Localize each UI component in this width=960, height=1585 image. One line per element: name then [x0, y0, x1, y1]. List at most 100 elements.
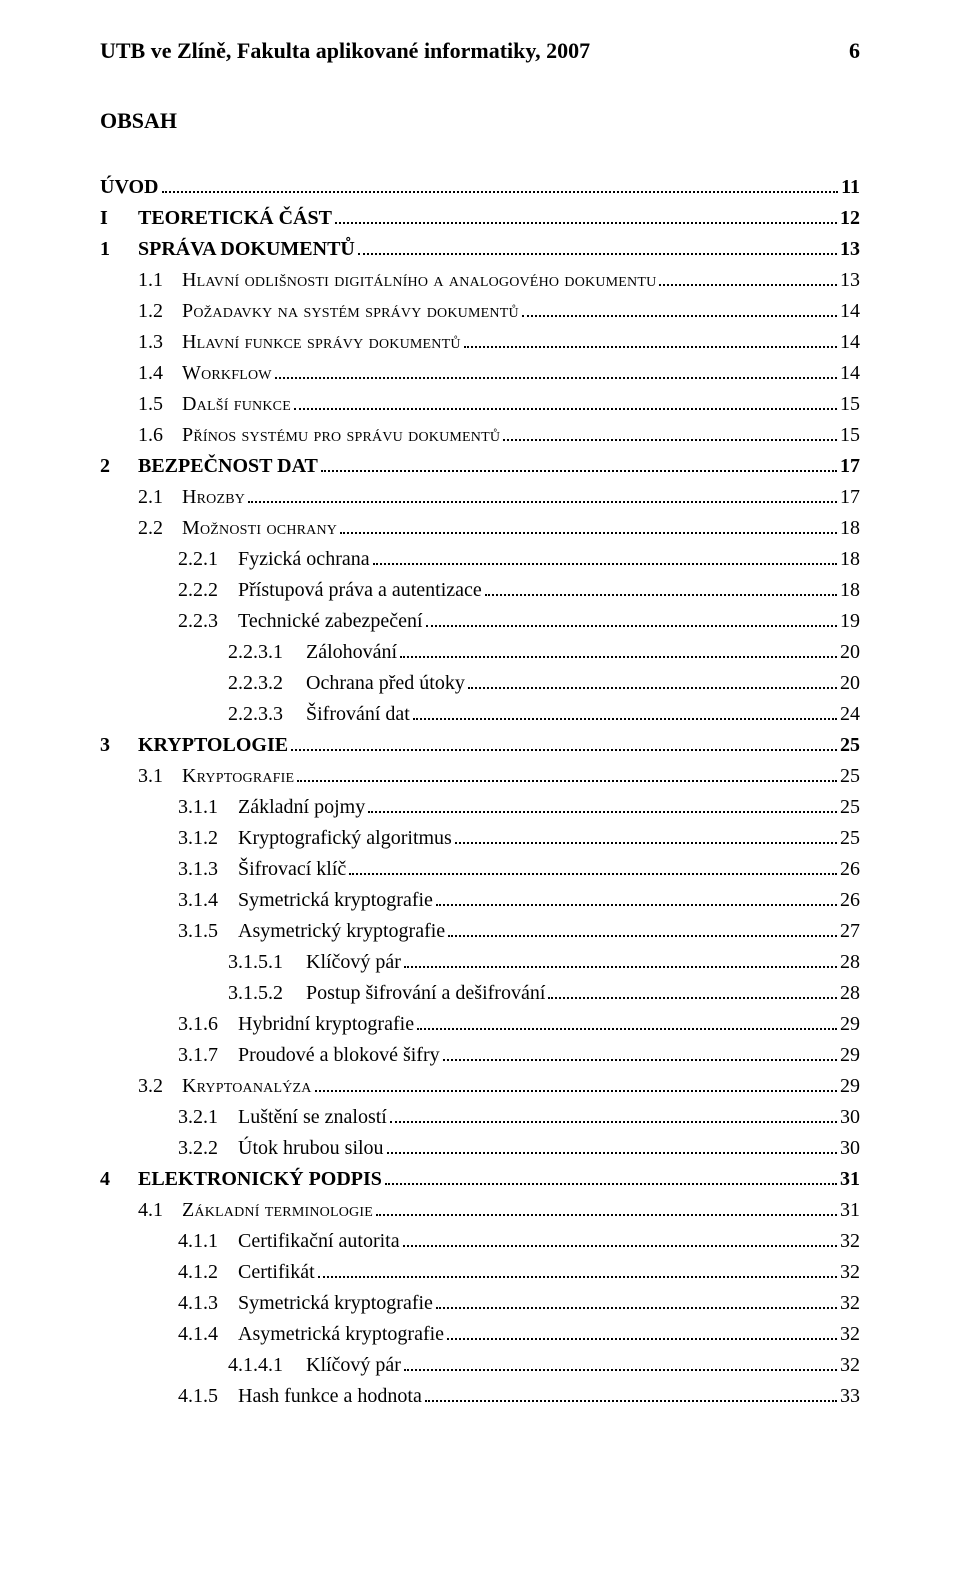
toc-entry-page: 15 — [840, 420, 860, 451]
toc-entry-title: Hrozby — [182, 482, 245, 513]
toc-entry-title: SPRÁVA DOKUMENTŮ — [138, 234, 355, 265]
toc-entry-page: 33 — [840, 1381, 860, 1412]
toc-entry: 1SPRÁVA DOKUMENTŮ13 — [100, 234, 860, 265]
toc-entry-page: 13 — [840, 265, 860, 296]
toc-entry-number: 2.2.2 — [178, 575, 238, 606]
toc-leader-dots — [349, 857, 837, 875]
toc-leader-dots — [162, 175, 839, 193]
toc-entry-title: Kryptografie — [182, 761, 294, 792]
toc-entry: 2.2.3Technické zabezpečení19 — [100, 606, 860, 637]
toc-entry-page: 30 — [840, 1102, 860, 1133]
toc-entry-page: 32 — [840, 1319, 860, 1350]
toc-entry-page: 12 — [840, 203, 860, 234]
toc-entry-number: 3.1.6 — [178, 1009, 238, 1040]
toc-entry-number: 4.1.1 — [178, 1226, 238, 1257]
toc-entry: 1.6Přínos systému pro správu dokumentů15 — [100, 420, 860, 451]
toc-entry-number: 2.2.3.3 — [228, 699, 306, 730]
toc-entry-title: Šifrovací klíč — [238, 854, 346, 885]
toc-entry: 3.1.1Základní pojmy25 — [100, 792, 860, 823]
toc-entry: 1.5Další funkce15 — [100, 389, 860, 420]
toc-entry: 2.2.3.3Šifrování dat24 — [100, 699, 860, 730]
toc-entry-title: Certifikát — [238, 1257, 315, 1288]
toc-entry-title: Luštění se znalostí — [238, 1102, 387, 1133]
toc-entry-title: TEORETICKÁ ČÁST — [138, 203, 332, 234]
toc-entry-page: 18 — [840, 544, 860, 575]
toc-entry-page: 25 — [840, 792, 860, 823]
toc-entry-title: Postup šifrování a dešifrování — [306, 978, 545, 1009]
toc-leader-dots — [522, 299, 837, 317]
toc-entry-number: 1.4 — [138, 358, 182, 389]
toc-leader-dots — [390, 1105, 837, 1123]
toc-entry-page: 11 — [841, 172, 860, 203]
toc-entry-page: 31 — [840, 1164, 860, 1195]
toc-entry-number: I — [100, 203, 138, 234]
toc-entry-title: Hash funkce a hodnota — [238, 1381, 422, 1412]
toc-entry-page: 26 — [840, 885, 860, 916]
toc-leader-dots — [358, 237, 837, 255]
toc-entry-title: Přístupová práva a autentizace — [238, 575, 482, 606]
toc-leader-dots — [404, 1353, 837, 1371]
toc-entry-title: Přínos systému pro správu dokumentů — [182, 420, 500, 451]
toc-entry-number: 3.1.3 — [178, 854, 238, 885]
toc-leader-dots — [385, 1167, 837, 1185]
document-page: UTB ve Zlíně, Fakulta aplikované informa… — [0, 0, 960, 1585]
toc-entry-title: Proudové a blokové šifry — [238, 1040, 440, 1071]
toc-entry-number: 3.2.1 — [178, 1102, 238, 1133]
toc-entry-number: 3.1.5.1 — [228, 947, 306, 978]
toc-leader-dots — [376, 1198, 837, 1216]
toc-entry-page: 28 — [840, 947, 860, 978]
toc-entry: 3.2Kryptoanalýza29 — [100, 1071, 860, 1102]
toc-leader-dots — [294, 392, 837, 410]
toc-entry-title: Hlavní odlišnosti digitálního a analogov… — [182, 265, 656, 296]
toc-entry-page: 32 — [840, 1288, 860, 1319]
toc-entry-title: Útok hrubou silou — [238, 1133, 384, 1164]
page-header: UTB ve Zlíně, Fakulta aplikované informa… — [100, 38, 860, 64]
toc-entry: 3.1.7Proudové a blokové šifry29 — [100, 1040, 860, 1071]
toc-entry-number: 3.1.2 — [178, 823, 238, 854]
toc-entry-page: 17 — [840, 451, 860, 482]
toc-leader-dots — [448, 919, 837, 937]
toc-entry-page: 20 — [840, 668, 860, 699]
toc-entry-number: 4.1.5 — [178, 1381, 238, 1412]
toc-entry: 2.2.1Fyzická ochrana18 — [100, 544, 860, 575]
toc-entry-page: 20 — [840, 637, 860, 668]
toc-entry-title: Hlavní funkce správy dokumentů — [182, 327, 461, 358]
toc-entry-page: 29 — [840, 1040, 860, 1071]
toc-leader-dots — [335, 206, 837, 224]
toc-entry-title: Požadavky na systém správy dokumentů — [182, 296, 519, 327]
toc-entry-title: ÚVOD — [100, 172, 159, 203]
toc-leader-dots — [340, 516, 837, 534]
toc-entry-page: 25 — [840, 823, 860, 854]
toc-leader-dots — [455, 826, 837, 844]
toc-entry-number: 2.2.1 — [178, 544, 238, 575]
toc-entry: 1.3Hlavní funkce správy dokumentů14 — [100, 327, 860, 358]
toc-leader-dots — [447, 1322, 837, 1340]
toc-leader-dots — [468, 671, 837, 689]
toc-entry-page: 14 — [840, 358, 860, 389]
toc-entry: ITEORETICKÁ ČÁST 12 — [100, 203, 860, 234]
toc-entry-number: 4.1.4.1 — [228, 1350, 306, 1381]
toc-entry: 2.2.3.2Ochrana před útoky20 — [100, 668, 860, 699]
toc-entry-title: Kryptografický algoritmus — [238, 823, 452, 854]
toc-entry-title: BEZPEČNOST DAT — [138, 451, 318, 482]
toc-entry-title: Klíčový pár — [306, 947, 401, 978]
toc-entry: 3.1.5Asymetrický kryptografie27 — [100, 916, 860, 947]
toc-entry: ÚVOD 11 — [100, 172, 860, 203]
toc-entry-number: 1.5 — [138, 389, 182, 420]
toc-entry-number: 1.2 — [138, 296, 182, 327]
toc-leader-dots — [315, 1074, 837, 1092]
toc-entry-page: 14 — [840, 296, 860, 327]
toc-leader-dots — [436, 1291, 837, 1309]
toc-entry-number: 4.1.2 — [178, 1257, 238, 1288]
toc-entry-number: 1.3 — [138, 327, 182, 358]
toc-entry: 3.1.2Kryptografický algoritmus 25 — [100, 823, 860, 854]
toc-entry-number: 3.1.5 — [178, 916, 238, 947]
toc-entry-number: 4 — [100, 1164, 138, 1195]
toc-entry-number: 2.2 — [138, 513, 182, 544]
toc-entry-title: KRYPTOLOGIE — [138, 730, 288, 761]
toc-leader-dots — [659, 268, 837, 286]
toc-leader-dots — [248, 485, 837, 503]
toc-entry: 4.1Základní terminologie31 — [100, 1195, 860, 1226]
toc-entry-number: 3 — [100, 730, 138, 761]
toc-entry-page: 29 — [840, 1009, 860, 1040]
